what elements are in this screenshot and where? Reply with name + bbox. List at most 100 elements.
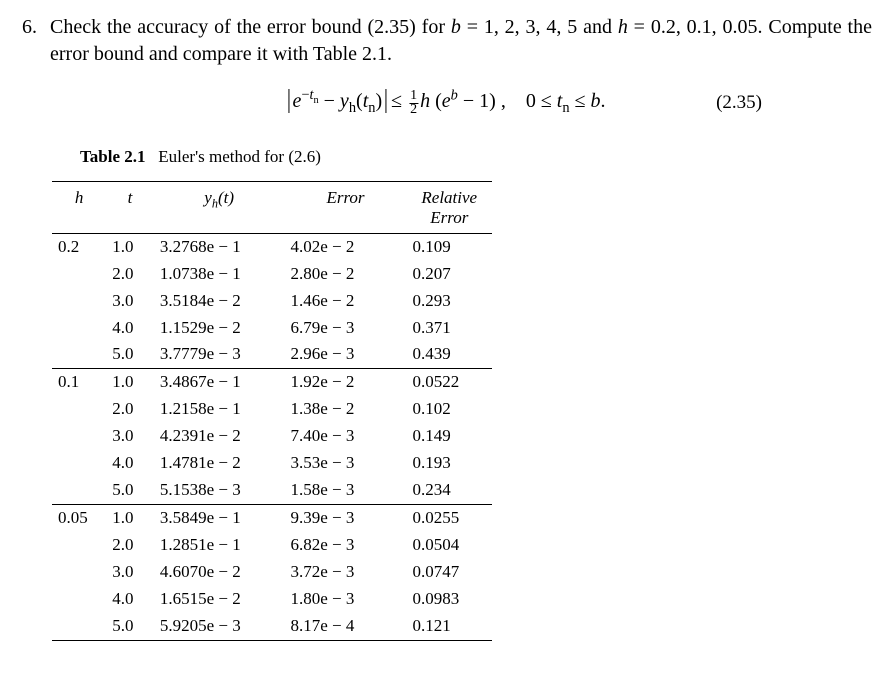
cell-t: 3.0 xyxy=(106,423,154,450)
cell-relerror: 0.0522 xyxy=(407,369,492,396)
table-row: 2.01.2158e − 11.38e − 20.102 xyxy=(52,396,492,423)
table-caption-rest: Euler's method for (2.6) xyxy=(158,147,321,166)
cell-h xyxy=(52,423,106,450)
cell-relerror: 0.149 xyxy=(407,423,492,450)
cell-error: 1.38e − 2 xyxy=(284,396,406,423)
cell-h xyxy=(52,613,106,640)
cell-relerror: 0.0747 xyxy=(407,559,492,586)
cell-error: 3.72e − 3 xyxy=(284,559,406,586)
page: 6. Check the accuracy of the error bound… xyxy=(0,0,894,671)
cell-h xyxy=(52,477,106,504)
table-2-1: h t yh(t) Error RelativeError 0.21.03.27… xyxy=(52,181,492,641)
cell-yh: 1.1529e − 2 xyxy=(154,315,285,342)
cell-relerror: 0.0504 xyxy=(407,532,492,559)
cell-relerror: 0.193 xyxy=(407,450,492,477)
cell-yh: 3.2768e − 1 xyxy=(154,233,285,260)
cell-error: 7.40e − 3 xyxy=(284,423,406,450)
cell-h xyxy=(52,288,106,315)
cell-error: 9.39e − 3 xyxy=(284,505,406,532)
cell-error: 2.80e − 2 xyxy=(284,261,406,288)
cell-t: 2.0 xyxy=(106,396,154,423)
cell-error: 1.92e − 2 xyxy=(284,369,406,396)
cell-yh: 5.9205e − 3 xyxy=(154,613,285,640)
cell-error: 6.79e − 3 xyxy=(284,315,406,342)
table-row: 3.04.2391e − 27.40e − 30.149 xyxy=(52,423,492,450)
cell-t: 2.0 xyxy=(106,532,154,559)
cell-yh: 3.5849e − 1 xyxy=(154,505,285,532)
cell-yh: 3.4867e − 1 xyxy=(154,369,285,396)
cell-t: 4.0 xyxy=(106,450,154,477)
cell-error: 6.82e − 3 xyxy=(284,532,406,559)
table-row: 3.04.6070e − 23.72e − 30.0747 xyxy=(52,559,492,586)
cell-relerror: 0.439 xyxy=(407,341,492,368)
cell-relerror: 0.109 xyxy=(407,233,492,260)
cell-h: 0.2 xyxy=(52,233,106,260)
cell-relerror: 0.207 xyxy=(407,261,492,288)
cell-yh: 3.5184e − 2 xyxy=(154,288,285,315)
cell-error: 2.96e − 3 xyxy=(284,341,406,368)
table-header-row: h t yh(t) Error RelativeError xyxy=(52,181,492,233)
table-row: 5.03.7779e − 32.96e − 30.439 xyxy=(52,341,492,368)
cell-relerror: 0.371 xyxy=(407,315,492,342)
cell-yh: 5.1538e − 3 xyxy=(154,477,285,504)
equation-body: e−tn − yh(tn) ≤ 12h (eb − 1) , 0 ≤ tn ≤ … xyxy=(288,88,605,116)
cell-error: 1.46e − 2 xyxy=(284,288,406,315)
cell-yh: 1.4781e − 2 xyxy=(154,450,285,477)
cell-relerror: 0.121 xyxy=(407,613,492,640)
cell-t: 4.0 xyxy=(106,586,154,613)
problem-text: Check the accuracy of the error bound (2… xyxy=(50,16,872,65)
cell-t: 4.0 xyxy=(106,315,154,342)
col-error: Error xyxy=(284,181,406,233)
col-relerror: RelativeError xyxy=(407,181,492,233)
cell-relerror: 0.234 xyxy=(407,477,492,504)
cell-yh: 1.2158e − 1 xyxy=(154,396,285,423)
cell-error: 1.58e − 3 xyxy=(284,477,406,504)
problem-block: 6. Check the accuracy of the error bound… xyxy=(22,14,872,68)
col-h: h xyxy=(52,181,106,233)
cell-t: 3.0 xyxy=(106,288,154,315)
cell-relerror: 0.102 xyxy=(407,396,492,423)
table-head: h t yh(t) Error RelativeError xyxy=(52,181,492,233)
cell-t: 1.0 xyxy=(106,369,154,396)
cell-t: 1.0 xyxy=(106,505,154,532)
cell-yh: 4.2391e − 2 xyxy=(154,423,285,450)
table-body: 0.21.03.2768e − 14.02e − 20.1092.01.0738… xyxy=(52,233,492,640)
cell-relerror: 0.0983 xyxy=(407,586,492,613)
cell-yh: 1.2851e − 1 xyxy=(154,532,285,559)
cell-t: 5.0 xyxy=(106,613,154,640)
cell-t: 3.0 xyxy=(106,559,154,586)
cell-error: 8.17e − 4 xyxy=(284,613,406,640)
cell-h xyxy=(52,532,106,559)
table-row: 0.051.03.5849e − 19.39e − 30.0255 xyxy=(52,505,492,532)
cell-h xyxy=(52,341,106,368)
cell-h xyxy=(52,315,106,342)
table-row: 0.11.03.4867e − 11.92e − 20.0522 xyxy=(52,369,492,396)
table-row: 4.01.1529e − 26.79e − 30.371 xyxy=(52,315,492,342)
equation-number: (2.35) xyxy=(716,90,762,116)
table-row: 3.03.5184e − 21.46e − 20.293 xyxy=(52,288,492,315)
table-row: 2.01.0738e − 12.80e − 20.207 xyxy=(52,261,492,288)
cell-h xyxy=(52,450,106,477)
cell-yh: 3.7779e − 3 xyxy=(154,341,285,368)
cell-h xyxy=(52,396,106,423)
cell-t: 2.0 xyxy=(106,261,154,288)
cell-t: 1.0 xyxy=(106,233,154,260)
cell-error: 4.02e − 2 xyxy=(284,233,406,260)
cell-t: 5.0 xyxy=(106,477,154,504)
cell-yh: 1.6515e − 2 xyxy=(154,586,285,613)
cell-h xyxy=(52,586,106,613)
cell-relerror: 0.0255 xyxy=(407,505,492,532)
table-row: 5.05.1538e − 31.58e − 30.234 xyxy=(52,477,492,504)
cell-yh: 4.6070e − 2 xyxy=(154,559,285,586)
table-row: 4.01.6515e − 21.80e − 30.0983 xyxy=(52,586,492,613)
table-caption-label: Table 2.1 xyxy=(80,147,146,166)
col-yh: yh(t) xyxy=(154,181,285,233)
cell-relerror: 0.293 xyxy=(407,288,492,315)
table-row: 0.21.03.2768e − 14.02e − 20.109 xyxy=(52,233,492,260)
cell-t: 5.0 xyxy=(106,341,154,368)
cell-error: 1.80e − 3 xyxy=(284,586,406,613)
table-row: 4.01.4781e − 23.53e − 30.193 xyxy=(52,450,492,477)
col-t: t xyxy=(106,181,154,233)
problem-number: 6. xyxy=(22,14,37,41)
cell-h: 0.05 xyxy=(52,505,106,532)
